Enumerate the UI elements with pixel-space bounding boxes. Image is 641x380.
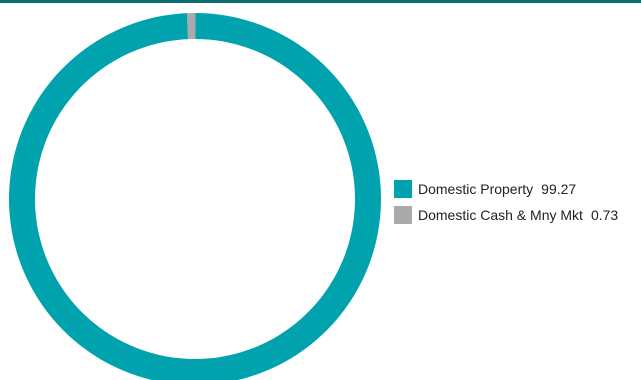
legend-value-domestic-property: 99.27 bbox=[541, 181, 577, 197]
legend-swatch-domestic-property bbox=[394, 180, 412, 198]
donut-slice-domestic-property bbox=[9, 13, 381, 380]
top-rule bbox=[0, 0, 641, 3]
legend-value-domestic-cash: 0.73 bbox=[590, 207, 619, 223]
legend-item-domestic-cash: Domestic Cash & Mny Mkt 0.73 bbox=[394, 203, 618, 227]
legend-label-domestic-cash: Domestic Cash & Mny Mkt bbox=[418, 207, 583, 223]
legend-label-domestic-property: Domestic Property bbox=[418, 181, 534, 197]
legend-item-domestic-property: Domestic Property 99.27 bbox=[394, 177, 618, 201]
chart-legend: Domestic Property 99.27 Domestic Cash & … bbox=[394, 177, 618, 229]
legend-swatch-domestic-cash bbox=[394, 206, 412, 224]
donut-chart bbox=[9, 13, 381, 380]
donut-slice-domestic-cash bbox=[186, 13, 196, 40]
